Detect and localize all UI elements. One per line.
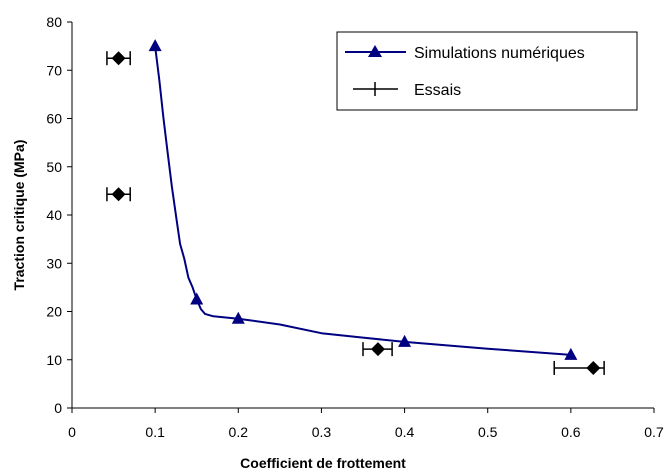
legend-label-simulations: Simulations numériques — [414, 45, 585, 62]
x-tick-label: 0.6 — [561, 424, 581, 440]
x-tick-label: 0.4 — [395, 424, 415, 440]
essai-point — [111, 51, 126, 66]
legend-entry-essais: Essais — [353, 82, 461, 99]
x-tick-label: 0.5 — [478, 424, 498, 440]
simulation-point — [398, 334, 412, 347]
legend-entry-simulations: Simulations numériques — [345, 45, 585, 62]
simulation-point — [564, 347, 578, 360]
legend-box — [336, 31, 638, 111]
essai-point — [370, 342, 385, 357]
y-axis-ticks: 0 10 20 30 40 50 60 70 80 — [46, 14, 72, 416]
simulation-point — [148, 39, 162, 52]
y-tick-label: 60 — [46, 111, 62, 127]
x-tick-label: 0 — [68, 424, 76, 440]
x-tick-label: 0.1 — [145, 424, 165, 440]
essai-point — [586, 360, 601, 375]
y-tick-label: 50 — [46, 159, 62, 175]
y-tick-label: 0 — [54, 400, 62, 416]
x-axis-ticks: 0 0.1 0.2 0.3 0.4 0.5 0.6 0.7 — [68, 408, 664, 440]
essai-point — [111, 187, 126, 202]
y-axis-title: Traction critique (MPa) — [11, 140, 27, 291]
y-tick-label: 40 — [46, 207, 62, 223]
y-tick-label: 70 — [46, 62, 62, 78]
y-tick-label: 30 — [46, 255, 62, 271]
simulation-point — [190, 292, 204, 305]
x-tick-label: 0.7 — [644, 424, 664, 440]
legend-triangle-icon — [368, 45, 382, 57]
legend-label-essais: Essais — [414, 82, 461, 99]
y-tick-label: 10 — [46, 352, 62, 368]
x-tick-label: 0.2 — [229, 424, 249, 440]
y-tick-label: 80 — [46, 14, 62, 30]
simulation-point — [231, 311, 245, 324]
legend: Simulations numériques Essais — [336, 31, 638, 111]
marker-layer — [106, 39, 605, 375]
x-tick-label: 0.3 — [312, 424, 332, 440]
y-tick-label: 20 — [46, 304, 62, 320]
x-axis-title: Coefficient de frottement — [240, 455, 406, 471]
